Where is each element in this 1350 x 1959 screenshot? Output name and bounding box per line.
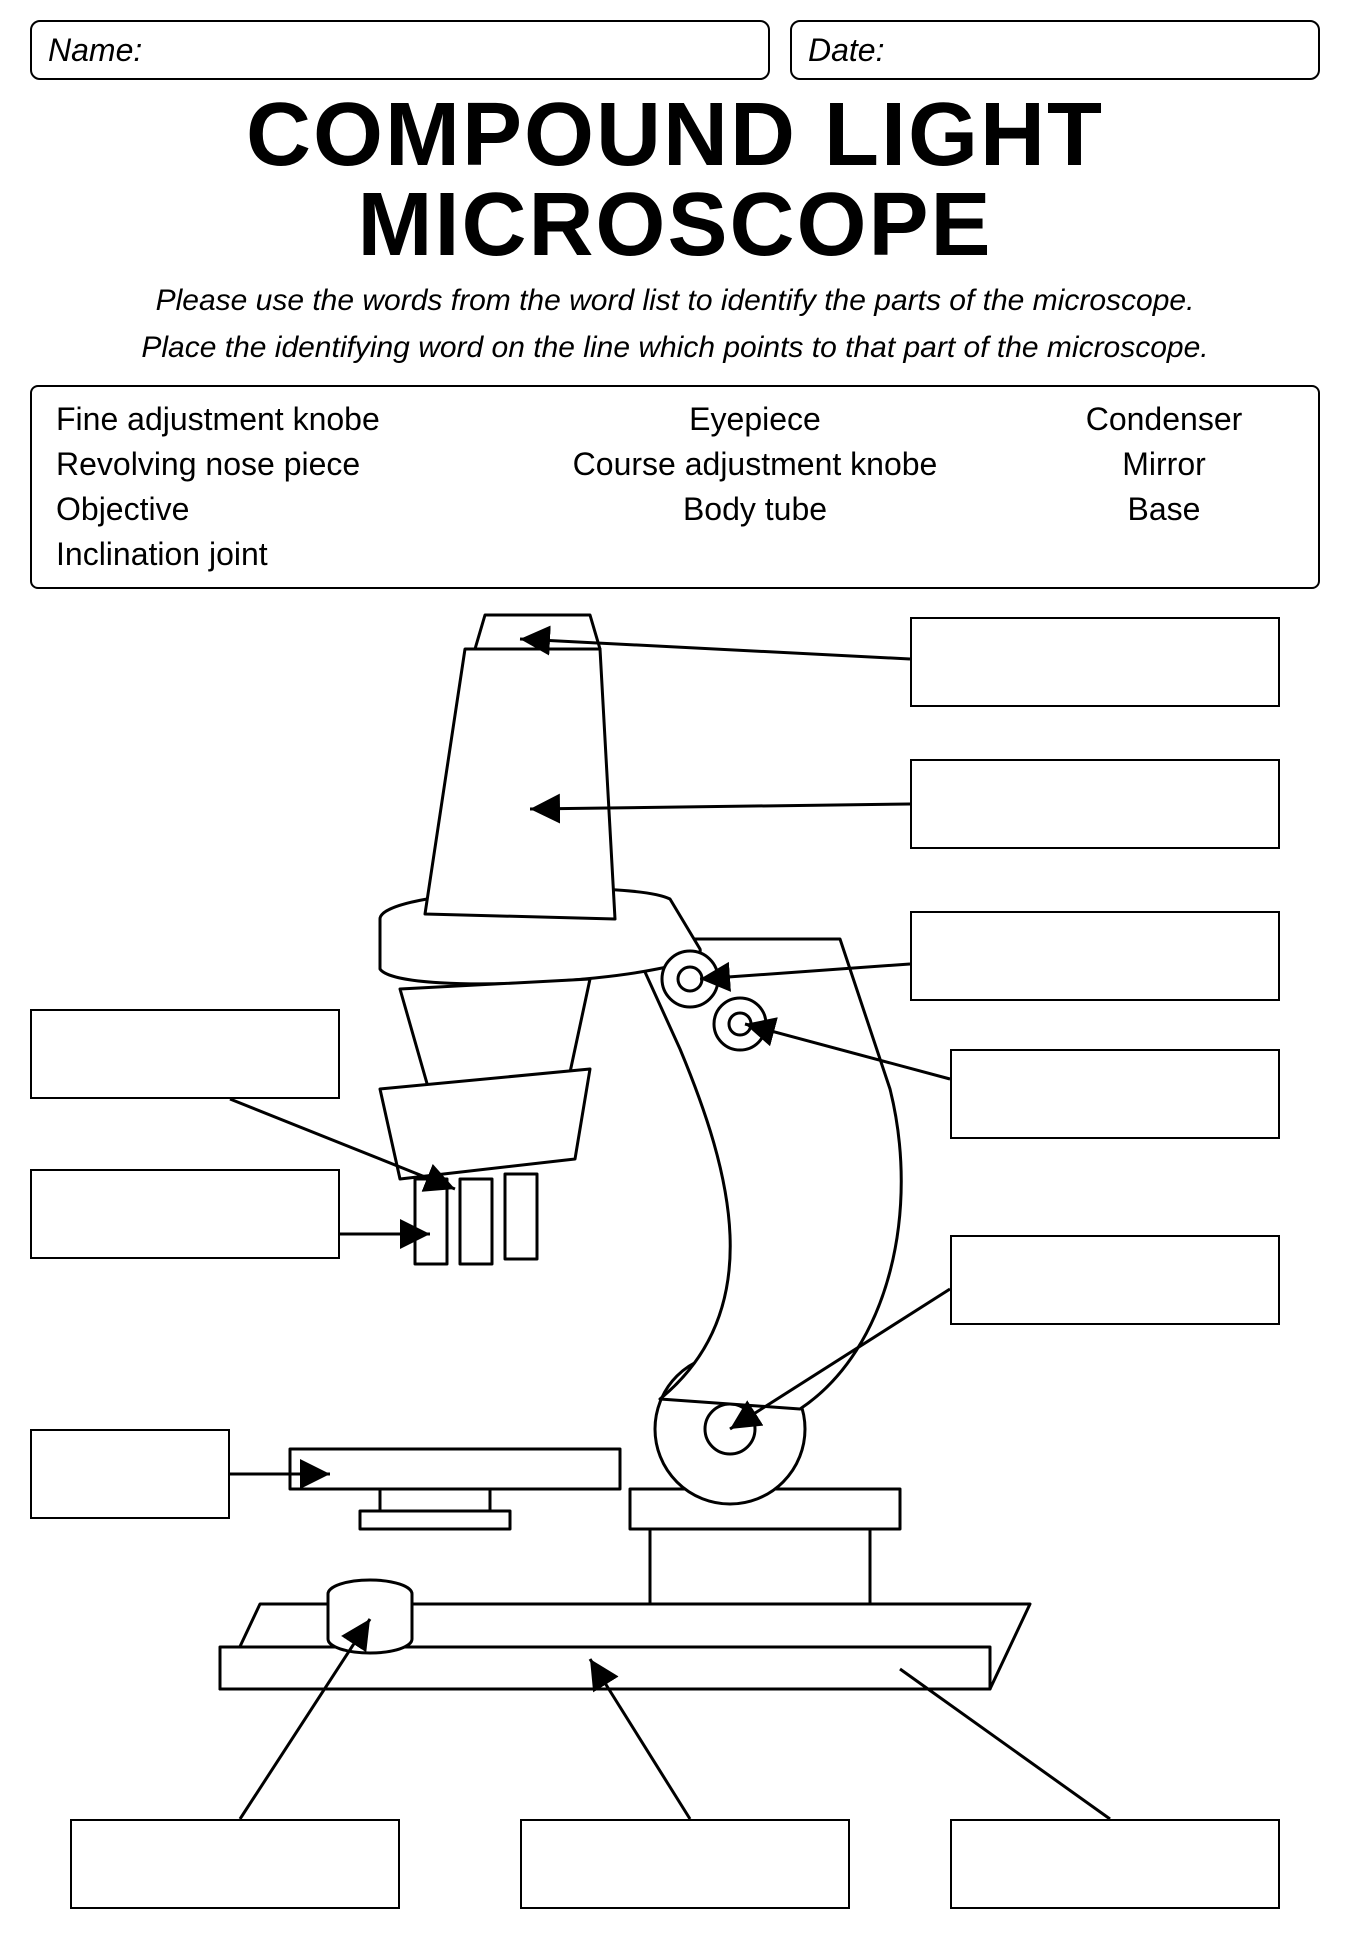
name-label: Name: xyxy=(48,32,142,69)
word-bank-item: Inclination joint xyxy=(56,536,476,573)
diagram-area xyxy=(30,609,1320,1959)
answer-box[interactable] xyxy=(910,911,1280,1001)
answer-box[interactable] xyxy=(910,617,1280,707)
date-label: Date: xyxy=(808,32,884,69)
word-bank-item: Objective xyxy=(56,491,476,528)
instructions-line-2: Place the identifying word on the line w… xyxy=(30,325,1320,372)
instructions-line-1: Please use the words from the word list … xyxy=(30,278,1320,325)
answer-box[interactable] xyxy=(520,1819,850,1909)
instructions: Please use the words from the word list … xyxy=(30,278,1320,371)
header-row: Name: Date: xyxy=(30,20,1320,80)
date-field[interactable]: Date: xyxy=(790,20,1320,80)
word-bank-item: Body tube xyxy=(525,491,985,528)
word-bank-item: Mirror xyxy=(1034,446,1294,483)
answer-box[interactable] xyxy=(30,1429,230,1519)
word-bank-item: Revolving nose piece xyxy=(56,446,476,483)
word-bank-col-3: Condenser Mirror Base xyxy=(1034,401,1294,573)
answer-box[interactable] xyxy=(950,1235,1280,1325)
name-field[interactable]: Name: xyxy=(30,20,770,80)
word-bank: Fine adjustment knobe Revolving nose pie… xyxy=(30,385,1320,589)
word-bank-item: Fine adjustment knobe xyxy=(56,401,476,438)
page-title: COMPOUND LIGHT MICROSCOPE xyxy=(30,90,1320,270)
word-bank-item: Eyepiece xyxy=(525,401,985,438)
answer-box[interactable] xyxy=(950,1049,1280,1139)
answer-box[interactable] xyxy=(30,1169,340,1259)
answer-box[interactable] xyxy=(910,759,1280,849)
word-bank-item: Condenser xyxy=(1034,401,1294,438)
word-bank-item: Course adjustment knobe xyxy=(525,446,985,483)
answer-box[interactable] xyxy=(950,1819,1280,1909)
worksheet-page: Name: Date: COMPOUND LIGHT MICROSCOPE Pl… xyxy=(0,0,1350,1920)
pointer-line xyxy=(900,1669,1110,1819)
answer-box[interactable] xyxy=(70,1819,400,1909)
word-bank-col-1: Fine adjustment knobe Revolving nose pie… xyxy=(56,401,476,573)
answer-box[interactable] xyxy=(30,1009,340,1099)
word-bank-item: Base xyxy=(1034,491,1294,528)
word-bank-col-2: Eyepiece Course adjustment knobe Body tu… xyxy=(525,401,985,573)
